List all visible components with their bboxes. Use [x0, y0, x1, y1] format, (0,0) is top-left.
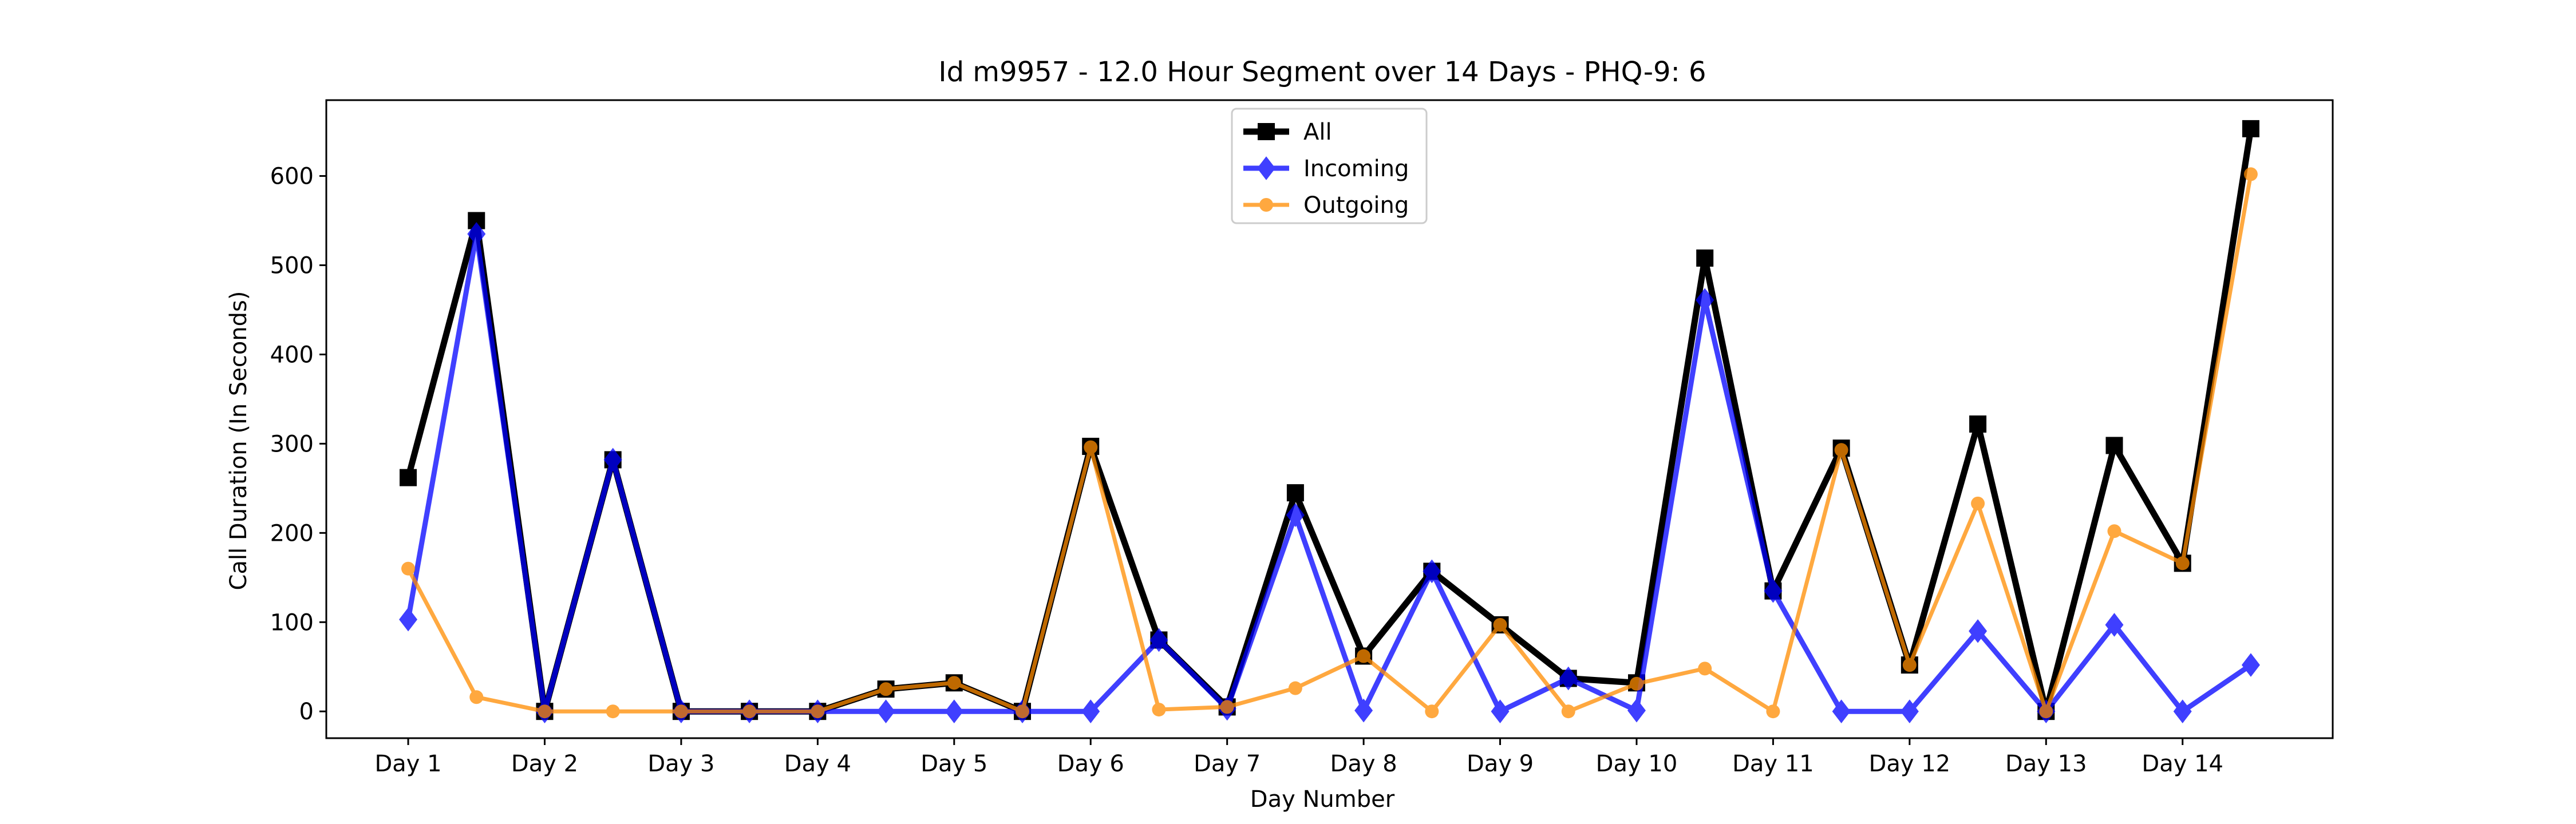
data-point-outgoing: [2243, 167, 2258, 181]
data-point-outgoing: [1561, 704, 1575, 719]
data-point-outgoing: [1902, 658, 1917, 672]
y-tick-label: 200: [270, 520, 314, 546]
data-point-incoming: [467, 222, 486, 246]
legend-swatch-marker: [1259, 198, 1273, 212]
x-tick-label: Day 2: [511, 751, 578, 777]
data-point-incoming: [1832, 699, 1851, 724]
data-point-outgoing: [1425, 704, 1439, 719]
x-tick-label: Day 11: [1732, 751, 1814, 777]
legend-item-outgoing: [1243, 198, 1289, 212]
data-point-outgoing: [2039, 704, 2053, 719]
data-point-all: [2105, 437, 2123, 454]
data-point-incoming: [1286, 503, 1305, 527]
legend-swatch-marker: [1257, 156, 1275, 180]
legend-label: Outgoing: [1303, 192, 1409, 219]
data-point-outgoing: [1220, 700, 1234, 714]
legend-item-all: [1243, 123, 1289, 140]
x-tick-label: Day 9: [1467, 751, 1534, 777]
data-point-outgoing: [401, 561, 416, 576]
data-point-outgoing: [1084, 440, 1098, 454]
data-point-outgoing: [606, 704, 620, 719]
x-axis: Day 1 Day 2 Day 3 Day 4 Day 5 Day 6 Day 7 Day 8…: [374, 738, 2223, 777]
data-point-incoming: [1491, 699, 1510, 724]
y-tick-label: 300: [270, 431, 314, 457]
data-point-outgoing: [1152, 703, 1166, 717]
data-point-incoming: [1969, 619, 1988, 643]
data-point-outgoing: [811, 704, 825, 719]
data-point-outgoing: [469, 690, 484, 704]
x-tick-label: Day 10: [1596, 751, 1678, 777]
data-point-outgoing: [2175, 556, 2190, 571]
legend-item-incoming: [1243, 156, 1289, 180]
y-tick-label: 500: [270, 252, 314, 279]
data-point-incoming: [1764, 579, 1783, 603]
data-point-outgoing: [674, 704, 688, 719]
data-point-all: [1969, 415, 1987, 433]
data-point-incoming: [2105, 613, 2124, 637]
x-tick-label: Day 1: [374, 751, 441, 777]
data-point-incoming: [1423, 559, 1441, 584]
y-axis: 0 100 200 300 400 500 600: [270, 164, 326, 725]
data-point-incoming: [1559, 666, 1578, 691]
data-point-all: [1696, 249, 1714, 267]
data-point-incoming: [876, 699, 895, 724]
y-tick-label: 600: [270, 164, 314, 190]
data-point-all: [2242, 120, 2259, 137]
data-point-incoming: [2173, 699, 2192, 724]
x-tick-label: Day 5: [920, 751, 987, 777]
series-line-outgoing: [406, 172, 2253, 714]
data-point-outgoing: [1834, 443, 1848, 457]
x-tick-label: Day 12: [1869, 751, 1951, 777]
y-tick-label: 100: [270, 609, 314, 636]
y-axis-label: Call Duration (In Seconds): [226, 291, 252, 591]
data-point-incoming: [1900, 699, 1919, 724]
x-tick-label: Day 6: [1057, 751, 1124, 777]
data-point-outgoing: [742, 704, 757, 719]
data-point-outgoing: [2107, 524, 2121, 538]
legend-label: Incoming: [1303, 156, 1409, 182]
data-point-incoming: [2241, 653, 2260, 677]
x-tick-label: Day 4: [784, 751, 851, 777]
data-point-outgoing: [1971, 496, 1985, 510]
legend-label: All: [1303, 119, 1332, 145]
y-tick-label: 0: [299, 699, 314, 725]
legend: All Incoming Outgoing: [1231, 108, 1428, 224]
x-tick-label: Day 7: [1194, 751, 1261, 777]
data-point-outgoing: [1016, 704, 1030, 719]
x-tick-label: Day 13: [2005, 751, 2087, 777]
legend-swatch-marker: [1258, 123, 1275, 140]
data-point-outgoing: [1493, 617, 1507, 632]
x-tick-label: Day 8: [1330, 751, 1397, 777]
plot-area: [325, 99, 2334, 739]
data-point-outgoing: [1288, 681, 1302, 695]
x-tick-label: Day 3: [647, 751, 714, 777]
data-point-incoming: [1627, 698, 1646, 723]
data-point-outgoing: [947, 676, 961, 690]
data-point-all: [400, 469, 417, 486]
series-outgoing: [401, 167, 2258, 719]
x-tick-label: Day 14: [2142, 751, 2223, 777]
data-point-outgoing: [879, 682, 893, 696]
series-layer: [399, 120, 2260, 724]
data-point-incoming: [1354, 698, 1373, 723]
data-point-outgoing: [1698, 661, 1712, 676]
x-axis-label: Day Number: [1250, 786, 1395, 813]
legend-box: [1231, 108, 1428, 224]
y-tick-label: 400: [270, 342, 314, 368]
data-point-incoming: [1696, 288, 1714, 312]
data-point-all: [1286, 484, 1304, 502]
data-point-outgoing: [1766, 704, 1780, 719]
data-point-incoming: [1149, 628, 1168, 652]
data-point-outgoing: [1629, 676, 1643, 691]
data-point-incoming: [945, 699, 963, 724]
data-point-incoming: [1081, 699, 1100, 724]
data-point-outgoing: [538, 704, 552, 719]
data-point-outgoing: [1357, 649, 1371, 663]
data-point-incoming: [399, 607, 418, 632]
chart-title: Id m9957 - 12.0 Hour Segment over 14 Day…: [938, 56, 1706, 88]
plot-frame: [325, 99, 2334, 739]
data-point-incoming: [603, 447, 622, 472]
